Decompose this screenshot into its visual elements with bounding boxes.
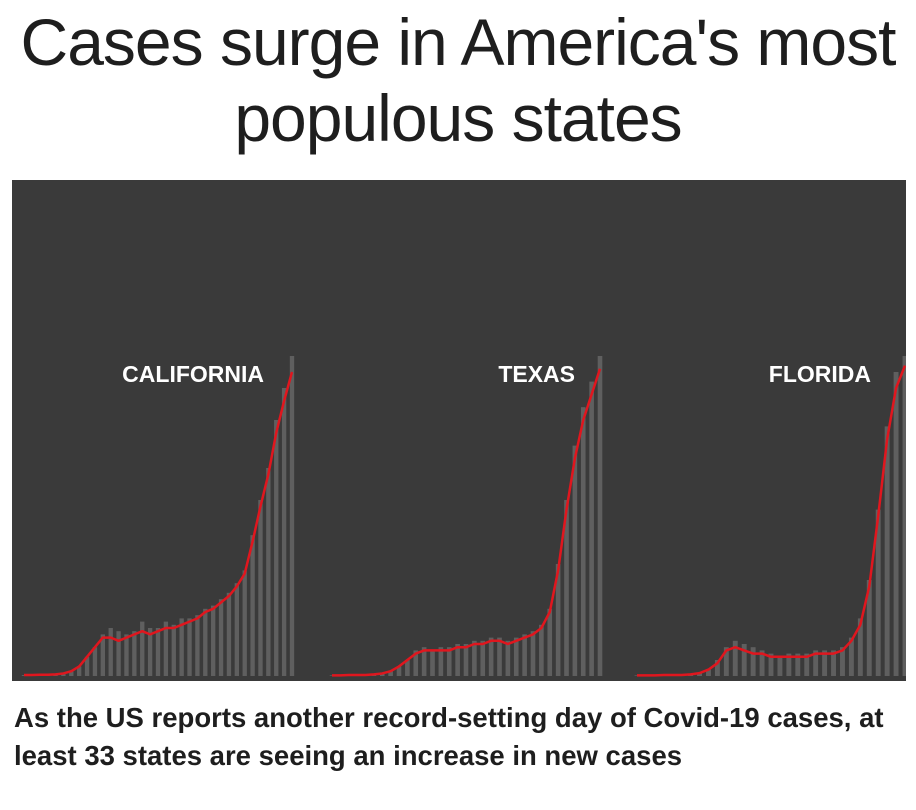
bar [171, 624, 176, 676]
bar [100, 634, 105, 676]
bar [195, 615, 200, 676]
bar [522, 634, 527, 676]
bar [438, 647, 444, 676]
bar [488, 637, 494, 676]
bar [77, 666, 82, 676]
panel-label: FLORIDA [769, 361, 871, 387]
bar [866, 580, 872, 676]
bar [379, 673, 385, 676]
bar [634, 675, 640, 676]
bar [140, 621, 145, 676]
bar [580, 407, 586, 676]
bar [539, 624, 544, 676]
bar [155, 628, 161, 676]
chart-panel-texas: TEXAS [329, 356, 603, 677]
trend-line [24, 371, 294, 677]
bar [530, 631, 536, 676]
caption: As the US reports another record-setting… [14, 702, 884, 771]
bar [848, 637, 854, 676]
chart-background [12, 180, 906, 681]
bar [589, 381, 594, 676]
bar [750, 647, 756, 676]
bar [446, 647, 452, 676]
bar [768, 653, 774, 676]
bar [497, 637, 502, 676]
bar [513, 637, 519, 676]
bar [706, 669, 711, 676]
bar [289, 356, 295, 676]
bar [480, 640, 486, 676]
bar [226, 592, 232, 676]
bar [266, 468, 271, 676]
bar [203, 608, 208, 676]
bar [187, 618, 192, 676]
bar [572, 445, 578, 676]
bar [463, 644, 469, 676]
bar [116, 631, 121, 676]
bar [84, 656, 90, 676]
bar [822, 650, 828, 676]
bar [179, 618, 184, 676]
bar [714, 660, 720, 676]
bar [741, 644, 747, 676]
bar [472, 640, 477, 676]
bar [547, 608, 553, 676]
bar [274, 420, 279, 676]
trend-line [637, 365, 906, 677]
bar [759, 650, 765, 676]
bar [777, 656, 783, 676]
bar [61, 673, 66, 676]
bar [218, 599, 224, 676]
panel-label: CALIFORNIA [122, 361, 264, 387]
bar [840, 647, 845, 676]
bar [804, 653, 810, 676]
bar [92, 647, 98, 676]
bar [124, 634, 129, 676]
bar [902, 356, 906, 676]
bar [697, 673, 702, 676]
bar [147, 628, 153, 676]
chart-svg: CALIFORNIA TEXAS FLORIDA [12, 180, 906, 681]
bar [795, 653, 801, 676]
bar [732, 640, 738, 676]
bar [211, 605, 216, 676]
bar [258, 500, 263, 676]
bar [430, 650, 435, 676]
bar [455, 644, 460, 676]
bar [555, 564, 561, 676]
bar [250, 535, 255, 676]
bar [505, 640, 511, 676]
bar [388, 671, 393, 676]
trend-line [332, 368, 602, 677]
bar [396, 666, 402, 676]
small-multiples-chart: CALIFORNIA TEXAS FLORIDA [12, 180, 906, 681]
bar [831, 650, 836, 676]
bar [234, 583, 239, 676]
bar [597, 356, 603, 676]
bar [723, 647, 729, 676]
bar [405, 660, 410, 676]
chart-panel-california: CALIFORNIA [21, 356, 295, 677]
bar [564, 500, 569, 676]
bar [421, 647, 427, 676]
bar [108, 628, 113, 676]
bar [132, 631, 137, 676]
bar [413, 650, 419, 676]
headline: Cases surge in America's most populous s… [20, 5, 897, 155]
chart-panel-florida: FLORIDA [634, 356, 906, 677]
bar [69, 671, 74, 676]
bar [242, 570, 247, 676]
bar [281, 388, 287, 676]
panel-label: TEXAS [498, 361, 575, 387]
bar [857, 618, 863, 676]
bar [813, 650, 819, 676]
bar [893, 372, 899, 676]
bar [875, 509, 881, 676]
bar [163, 621, 169, 676]
bar [884, 426, 890, 676]
bar [786, 653, 792, 676]
